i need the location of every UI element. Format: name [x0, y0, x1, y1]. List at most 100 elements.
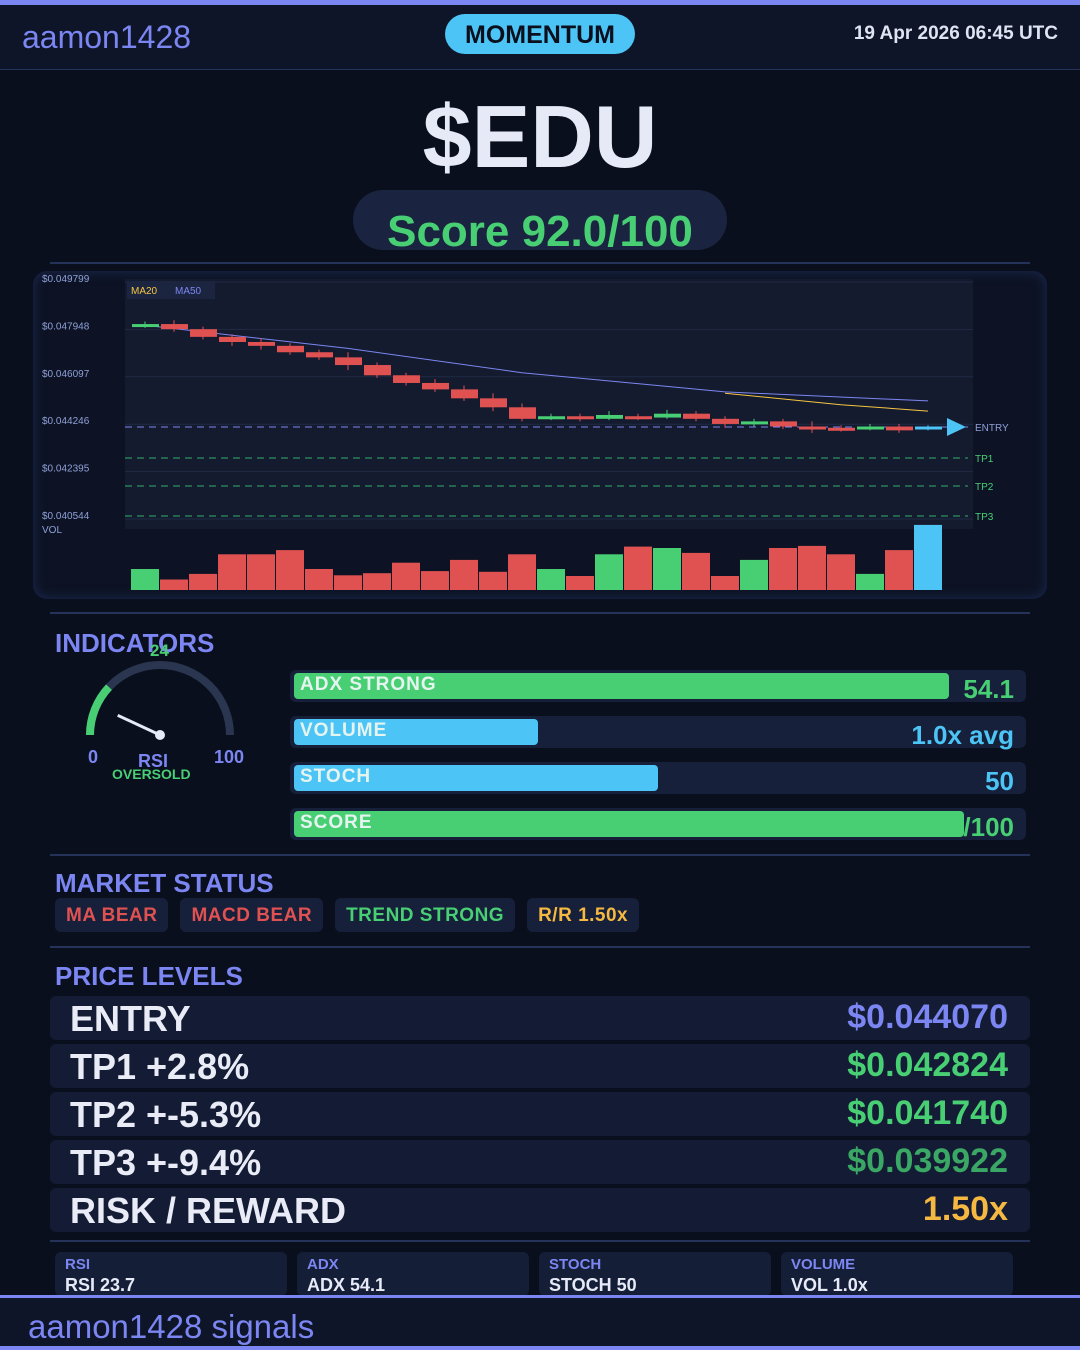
volume-bar	[914, 524, 942, 590]
candle-body	[422, 382, 449, 390]
mini-stats: RSI RSI 23.7 ADX ADX 54.1 STOCH STOCH 50…	[55, 1252, 1013, 1296]
tp2-level-value: $0.041740	[847, 1094, 1008, 1132]
candle-body	[451, 389, 478, 399]
tp3-level-row: TP3 +-9.4% $0.039922	[50, 1140, 1030, 1184]
ma-status-chip: MA BEAR	[55, 898, 169, 932]
candle-body	[857, 426, 884, 430]
trend-status-chip: TREND STRONG	[335, 898, 516, 932]
market-status-chips: MA BEAR MACD BEAR TREND STRONG R/R 1.50x	[55, 898, 640, 932]
adx-bar: ADX STRONG 54.1	[290, 670, 1026, 704]
adx-bar-fill	[294, 673, 949, 699]
tp1-level-label: TP1 +2.8%	[70, 1046, 250, 1087]
volume-bar	[450, 559, 478, 590]
volume-bar	[392, 562, 420, 590]
volume-bar	[305, 569, 333, 590]
volume-bar-fill	[294, 719, 538, 745]
rsi-gauge-needle	[117, 713, 161, 737]
candle-body	[596, 414, 623, 419]
entry-arrow-icon	[947, 418, 966, 436]
level-label-entry: ENTRY	[975, 423, 1009, 434]
candle-body	[828, 427, 855, 431]
candle-body	[393, 375, 420, 383]
volume-bar	[885, 550, 913, 590]
candle-body	[509, 407, 536, 419]
volume-bar	[334, 575, 362, 590]
volume-bar	[798, 545, 826, 590]
candle-body	[161, 324, 188, 330]
stoch-mini-stat: STOCH STOCH 50	[539, 1252, 771, 1296]
candle-body	[277, 345, 304, 353]
rsi-name: RSI	[138, 751, 168, 771]
mini-stat-title: STOCH	[549, 1256, 602, 1273]
brand-name: aamon1428	[22, 19, 192, 55]
stoch-bar-label: STOCH	[300, 766, 372, 787]
risk-reward-chip: R/R 1.50x	[527, 898, 640, 932]
volume-bar	[769, 548, 797, 590]
volume-bar	[566, 576, 594, 590]
candle-body	[567, 416, 594, 420]
mode-badge: MOMENTUM	[445, 14, 635, 54]
score-bar: SCORE 2/100	[290, 808, 1026, 842]
rsi-value: 24	[150, 641, 169, 660]
legend-ma20: MA20	[131, 286, 158, 297]
tp2-level-row: TP2 +-5.3% $0.041740	[50, 1092, 1030, 1136]
volume-bar	[711, 576, 739, 590]
volume-bar	[276, 550, 304, 590]
rsi-gauge: 24 0 100 RSI OVERSOLD	[78, 640, 258, 790]
volume-bar	[247, 554, 275, 590]
volume-bar	[508, 554, 536, 590]
volume-bar	[160, 579, 188, 590]
volume-bar	[595, 554, 623, 590]
score-bar-label: SCORE	[300, 812, 373, 833]
legend-ma50: MA50	[175, 286, 202, 297]
y-tick-label: $0.049799	[42, 274, 90, 285]
candle-body	[364, 365, 391, 376]
rsi-max-label: 100	[214, 747, 244, 767]
volume-bar	[189, 573, 217, 590]
candle-body	[683, 413, 710, 419]
candle-body	[741, 421, 768, 425]
mini-stat-title: VOLUME	[791, 1256, 856, 1273]
volume-bar	[421, 571, 449, 590]
volume-bar	[131, 569, 159, 590]
tp3-level-label: TP3 +-9.4%	[70, 1142, 262, 1183]
market-status-title: MARKET STATUS	[55, 868, 274, 898]
price-chart-panel: $0.049799 $0.047948 $0.046097 $0.044246 $0.0…	[33, 271, 1047, 599]
ticker-symbol: $EDU	[422, 87, 658, 186]
candle-body	[625, 416, 652, 420]
rsi-gauge-pivot	[155, 730, 165, 740]
divider	[50, 946, 1030, 948]
candle-body	[306, 352, 333, 358]
adx-bar-label: ADX STRONG	[300, 674, 437, 695]
candle-body	[915, 426, 942, 430]
timestamp: 19 Apr 2026 06:45 UTC	[853, 23, 1058, 44]
candle-body	[654, 413, 681, 418]
chart-legend-box	[127, 281, 215, 299]
mini-stat-value: VOL 1.0x	[791, 1275, 868, 1295]
volume-bar	[827, 554, 855, 590]
y-tick-label: $0.040544	[42, 511, 90, 522]
level-label-tp1: TP1	[975, 454, 994, 465]
rsi-mini-stat: RSI RSI 23.7	[55, 1252, 287, 1296]
y-tick-label: $0.044246	[42, 416, 90, 427]
tp3-level-value: $0.039922	[847, 1142, 1008, 1180]
stoch-bar: STOCH 50	[290, 762, 1026, 796]
candle-body	[335, 357, 362, 366]
volume-bar	[537, 569, 565, 590]
top-bar: aamon1428 MOMENTUM 19 Apr 2026 06:45 UTC	[0, 0, 1080, 70]
adx-mini-stat: ADX ADX 54.1	[297, 1252, 529, 1296]
volume-bar-label: VOLUME	[300, 720, 388, 741]
indicator-bars: ADX STRONG 54.1 VOLUME 1.0x avg STOCH 50…	[290, 670, 1026, 854]
stoch-bar-fill	[294, 765, 658, 791]
footer-text: aamon1428 signals	[28, 1308, 315, 1345]
rsi-gauge-fill	[86, 684, 113, 736]
score-badge: Score 92.0/100	[353, 190, 727, 250]
rsi-gauge-track	[86, 661, 234, 736]
indicators-title: INDICATORS	[55, 628, 215, 658]
volume-bar	[653, 548, 681, 590]
y-tick-label: $0.047948	[42, 321, 90, 332]
volume-bar	[479, 571, 507, 590]
candle-body	[190, 329, 217, 337]
volume-axis-label: VOL	[42, 525, 62, 536]
level-label-tp2: TP2	[975, 482, 994, 493]
